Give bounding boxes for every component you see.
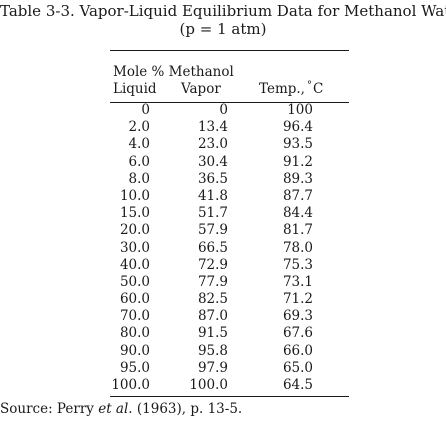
cell-vapor: 23.0 (197, 136, 228, 153)
cell-liquid: 0 (141, 102, 150, 118)
cell-liquid: 8.0 (128, 170, 150, 187)
header-rule (110, 102, 349, 103)
cell-vapor: 72.9 (197, 256, 228, 273)
cell-temp: 73.1 (282, 273, 313, 290)
cell-vapor: 57.9 (197, 222, 228, 239)
table-row: 2.0 13.4 96.4 (110, 119, 349, 136)
header-liquid: Liquid (113, 81, 157, 97)
header-mole-percent-methanol: Mole % Methanol (113, 64, 234, 80)
cell-temp: 71.2 (282, 291, 313, 308)
cell-liquid: 90.0 (119, 342, 150, 359)
cell-temp: 87.7 (282, 187, 313, 204)
cell-temp: 100 (287, 102, 313, 118)
table-row: 10.0 41.8 87.7 (110, 188, 349, 205)
table-row: 80.0 91.5 67.6 (110, 325, 349, 342)
cell-vapor: 91.5 (197, 325, 228, 342)
cell-vapor: 36.5 (197, 170, 228, 187)
table-row: 15.0 51.7 84.4 (110, 205, 349, 222)
cell-temp: 84.4 (282, 205, 313, 222)
cell-temp: 81.7 (282, 222, 313, 239)
table-row: 4.0 23.0 93.5 (110, 136, 349, 153)
header-temp-unit: C (312, 81, 324, 97)
cell-temp: 67.6 (282, 325, 313, 342)
cell-vapor: 0 (219, 102, 228, 118)
cell-vapor: 87.0 (197, 308, 228, 325)
cell-temp: 75.3 (282, 256, 313, 273)
table-row: 6.0 30.4 91.2 (110, 154, 349, 171)
table-row: 20.0 57.9 81.7 (110, 222, 349, 239)
cell-temp: 78.0 (282, 239, 313, 256)
table-row: 70.0 87.0 69.3 (110, 308, 349, 325)
cell-vapor: 66.5 (197, 239, 228, 256)
table-row: 95.0 97.9 65.0 (110, 360, 349, 377)
table-row: 0 0 100 (110, 102, 349, 119)
table-row: 60.0 82.5 71.2 (110, 291, 349, 308)
cell-vapor: 51.7 (197, 205, 228, 222)
cell-temp: 93.5 (282, 136, 313, 153)
table-row: 90.0 95.8 66.0 (110, 343, 349, 360)
cell-temp: 89.3 (282, 170, 313, 187)
cell-vapor: 97.9 (197, 359, 228, 376)
cell-temp: 91.2 (282, 153, 313, 170)
cell-liquid: 40.0 (119, 256, 150, 273)
table-row: 30.0 66.5 78.0 (110, 240, 349, 257)
header-temperature: Temp., °C (259, 80, 324, 99)
table-row: 8.0 36.5 89.3 (110, 171, 349, 188)
header-temp-prefix: Temp., (259, 81, 305, 97)
header-vapor: Vapor (181, 81, 221, 97)
table-row: 50.0 77.9 73.1 (110, 274, 349, 291)
cell-temp: 65.0 (282, 359, 313, 376)
cell-liquid: 10.0 (119, 187, 150, 204)
cell-vapor: 13.4 (197, 119, 228, 136)
cell-temp: 64.5 (282, 377, 313, 393)
bottom-rule (110, 396, 349, 397)
cell-liquid: 80.0 (119, 325, 150, 342)
top-rule (110, 50, 349, 51)
table-subtitle: (p = 1 atm) (179, 20, 267, 38)
cell-liquid: 20.0 (119, 222, 150, 239)
table-row: 100.0 100.0 64.5 (110, 377, 349, 394)
source-prefix: Source: Perry (0, 401, 99, 417)
table-row: 40.0 72.9 75.3 (110, 257, 349, 274)
cell-temp: 66.0 (282, 342, 313, 359)
cell-liquid: 50.0 (119, 273, 150, 290)
cell-liquid: 2.0 (128, 119, 150, 136)
cell-liquid: 70.0 (119, 308, 150, 325)
cell-vapor: 100.0 (189, 377, 228, 393)
source-italic: et al. (98, 401, 133, 417)
source-note: Source: Perry et al. (1963), p. 13-5. (0, 401, 242, 418)
cell-liquid: 60.0 (119, 291, 150, 308)
cell-temp: 69.3 (282, 308, 313, 325)
source-suffix: (1963), p. 13-5. (132, 401, 243, 417)
cell-liquid: 15.0 (119, 205, 150, 222)
degree-symbol: ° (306, 80, 312, 91)
cell-vapor: 82.5 (197, 291, 228, 308)
table-body: 0 0 100 2.0 13.4 96.4 4.0 23.0 93.5 6.0 30.4 91.2 8.… (110, 102, 349, 394)
cell-liquid: 4.0 (128, 136, 150, 153)
cell-vapor: 77.9 (197, 273, 228, 290)
cell-vapor: 41.8 (197, 187, 228, 204)
cell-vapor: 30.4 (197, 153, 228, 170)
cell-vapor: 95.8 (197, 342, 228, 359)
cell-liquid: 100.0 (111, 377, 150, 393)
table-title: Table 3-3. Vapor-Liquid Equilibrium Data… (0, 2, 446, 20)
cell-liquid: 95.0 (119, 359, 150, 376)
cell-temp: 96.4 (282, 119, 313, 136)
cell-liquid: 6.0 (128, 153, 150, 170)
cell-liquid: 30.0 (119, 239, 150, 256)
